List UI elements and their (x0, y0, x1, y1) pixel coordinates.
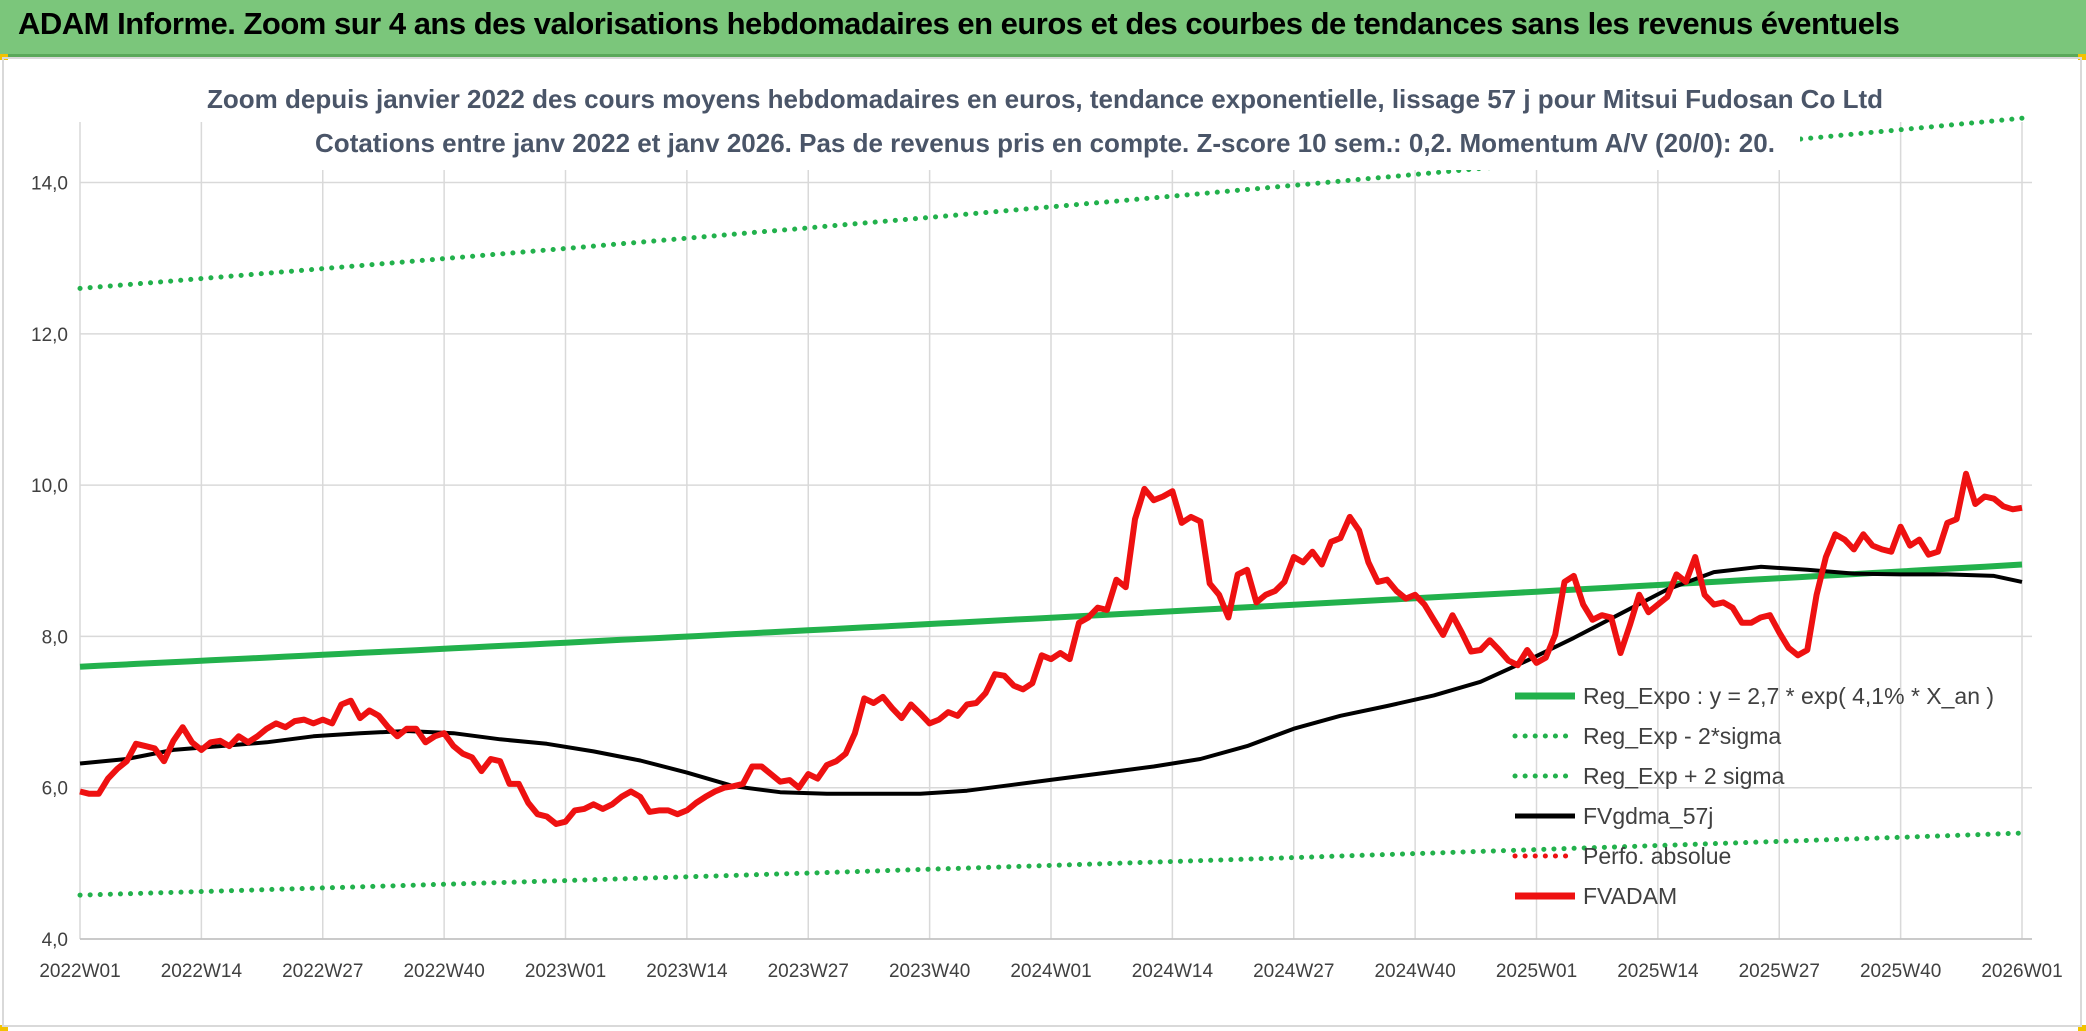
x-tick-label: 2024W14 (1132, 961, 1214, 982)
title-background (300, 80, 1800, 170)
x-tick-label: 2026W01 (1981, 961, 2062, 982)
legend-label: Reg_Expo : y = 2,7 * exp( 4,1% * X_an ) (1583, 683, 1994, 709)
legend-label: Reg_Exp - 2*sigma (1583, 723, 1781, 749)
chart-title-line2: Cotations entre janv 2022 et janv 2026. … (315, 128, 1775, 158)
x-tick-label: 2022W01 (39, 961, 120, 982)
x-tick-label: 2025W40 (1860, 961, 1941, 982)
y-tick-label: 8,0 (42, 627, 68, 648)
legend-label: FVADAM (1583, 883, 1677, 909)
axes: 4,0 6,0 8,0 10,0 12,0 14,0 2022W01 2022W14 2022W… (31, 174, 2063, 982)
chart-title-line1: Zoom depuis janvier 2022 des cours moyen… (207, 84, 1883, 114)
y-tick-label: 14,0 (31, 174, 68, 195)
x-tick-label: 2022W40 (403, 961, 484, 982)
x-tick-label: 2024W27 (1253, 961, 1334, 982)
legend-label: Reg_Exp + 2 sigma (1583, 763, 1785, 789)
corner-marker-bottom-right (2078, 1025, 2086, 1031)
banner-title: ADAM Informe. Zoom sur 4 ans des valoris… (18, 6, 1900, 41)
x-tick-label: 2025W14 (1617, 961, 1699, 982)
x-tick-label: 2023W01 (525, 961, 606, 982)
y-tick-label: 10,0 (31, 476, 68, 497)
series-line-fvadam (79, 470, 2023, 827)
banner: ADAM Informe. Zoom sur 4 ans des valoris… (0, 0, 2086, 57)
y-tick-label: 12,0 (31, 325, 68, 346)
x-tick-label: 2023W27 (768, 961, 849, 982)
y-tick-label: 4,0 (42, 930, 68, 951)
series-line-reg-expo (79, 561, 2023, 670)
x-tick-label: 2022W14 (161, 961, 243, 982)
legend-label: FVgdma_57j (1583, 803, 1713, 829)
corner-marker-right (2078, 54, 2086, 60)
legend-label: Perfo. absolue (1583, 843, 1731, 869)
x-tick-label: 2024W01 (1010, 961, 1091, 982)
x-tick-label: 2024W40 (1374, 961, 1455, 982)
series-group (77, 115, 2025, 898)
series-line-reg-exp-minus-2sigma (77, 830, 2025, 898)
grid (79, 122, 2032, 940)
x-tick-label: 2022W27 (282, 961, 363, 982)
chart-frame (2, 57, 2082, 1027)
x-tick-label: 2023W40 (889, 961, 970, 982)
legend: Reg_Expo : y = 2,7 * exp( 4,1% * X_an ) R… (1512, 683, 1994, 909)
corner-marker-bottom-left (0, 1025, 8, 1031)
y-tick-label: 6,0 (42, 779, 68, 800)
x-tick-label: 2023W14 (646, 961, 728, 982)
x-tick-label: 2025W27 (1739, 961, 1820, 982)
x-tick-label: 2025W01 (1496, 961, 1577, 982)
